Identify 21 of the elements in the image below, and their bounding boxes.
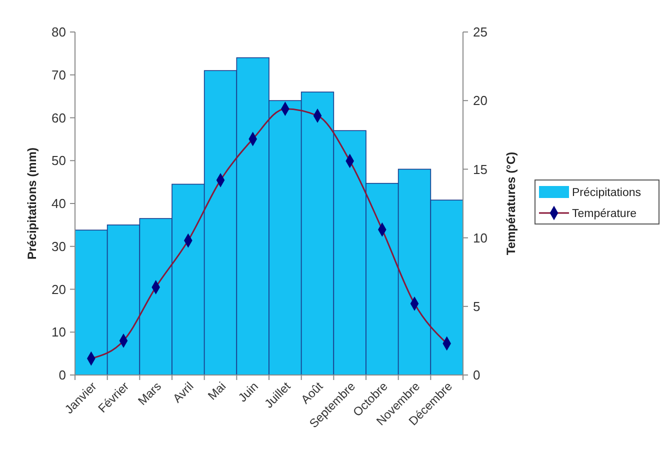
y-axis-title: Précipitations (mm) xyxy=(25,147,39,260)
y2-tick-label: 20 xyxy=(473,93,488,108)
y2-tick-label: 10 xyxy=(473,230,488,246)
y-tick-label: 10 xyxy=(52,324,66,340)
y-tick-label: 70 xyxy=(52,67,66,82)
y-tick-label: 20 xyxy=(52,282,66,297)
y-tick-label: 0 xyxy=(58,368,66,383)
y2-tick-label: 0 xyxy=(473,368,480,383)
text: Précipitations xyxy=(572,187,642,200)
y-tick-label: 30 xyxy=(52,238,66,254)
y2-axis-title: Températures (°C) xyxy=(504,152,518,256)
y2-tick-label: 5 xyxy=(473,298,480,314)
y2-tick-label: 25 xyxy=(473,24,488,40)
y-tick-label: 50 xyxy=(52,153,66,168)
x-tick-label: Juin xyxy=(235,379,261,405)
y2-tick-label: 15 xyxy=(473,162,488,177)
y-tick-label: 60 xyxy=(52,110,66,126)
y-tick-label: 40 xyxy=(52,196,66,212)
legend-label: Température xyxy=(572,208,637,220)
y-tick-label: 80 xyxy=(52,24,66,40)
x-tick-label: Mai xyxy=(205,379,229,403)
